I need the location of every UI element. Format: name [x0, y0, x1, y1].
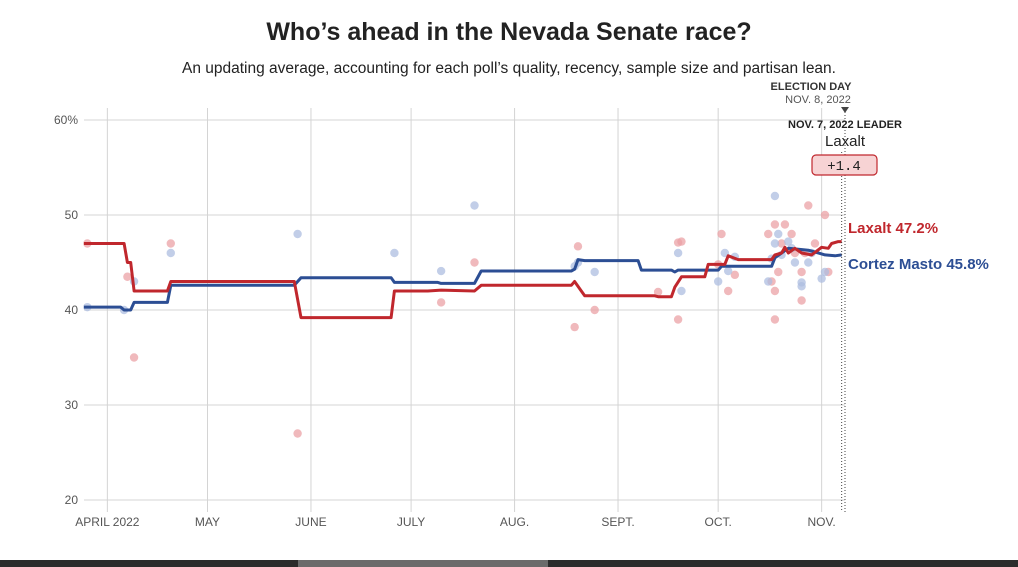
- poll-dot-republican: [804, 201, 813, 210]
- poll-dot-republican: [570, 322, 579, 332]
- poll-dot-democrat: [820, 267, 830, 277]
- poll-dot-republican: [797, 267, 806, 277]
- poll-dots: [83, 191, 833, 438]
- election-day-date: NOV. 8, 2022: [785, 94, 851, 106]
- poll-dot-democrat: [673, 248, 683, 258]
- poll-dot-democrat: [790, 258, 800, 267]
- annotation-layer: ELECTION DAY NOV. 8, 2022 NOV. 7, 2022 L…: [771, 81, 989, 273]
- bottom-scroll-thumb: [298, 560, 548, 567]
- poll-dot-republican: [293, 429, 302, 438]
- poll-dot-republican: [129, 353, 139, 362]
- trend-line-democrat: [84, 246, 842, 312]
- poll-dot-republican: [573, 242, 583, 251]
- poll-dot-republican: [723, 286, 733, 296]
- poll-dot-republican: [777, 239, 786, 248]
- poll-dot-democrat: [390, 248, 399, 258]
- poll-dot-democrat: [784, 237, 793, 246]
- poll-dot-republican: [590, 305, 599, 315]
- poll-dot-democrat: [677, 286, 686, 296]
- y-tick-label: 20: [65, 493, 79, 507]
- y-tick-label: 40: [65, 303, 79, 317]
- x-tick-label: NOV.: [808, 515, 836, 529]
- poll-dot-republican: [764, 229, 773, 239]
- poll-dot-democrat: [166, 248, 175, 258]
- trend-line-republican: [84, 240, 842, 320]
- leader-heading: NOV. 7, 2022 LEADER: [788, 119, 902, 131]
- election-day-label: ELECTION DAY: [771, 81, 853, 93]
- poll-dot-democrat: [713, 277, 723, 286]
- poll-dot-democrat: [723, 266, 733, 276]
- poll-dot-republican: [653, 287, 663, 297]
- y-tick-label: 50: [65, 208, 79, 222]
- poll-dot-republican: [717, 229, 726, 239]
- poll-dot-republican: [470, 258, 479, 267]
- poll-dot-republican: [677, 237, 686, 246]
- poll-dot-republican: [673, 315, 683, 324]
- y-tick-label: 60%: [54, 113, 78, 127]
- chart-subtitle: An updating average, accounting for each…: [182, 60, 836, 77]
- poll-dot-republican: [774, 267, 783, 277]
- poll-dot-republican: [770, 220, 780, 229]
- poll-dot-democrat: [770, 191, 780, 201]
- x-tick-label: MAY: [195, 515, 220, 529]
- grid-layer: [84, 108, 845, 512]
- poll-dot-republican: [770, 286, 780, 296]
- y-tick-label: 30: [65, 398, 79, 412]
- poll-dot-democrat: [764, 277, 773, 286]
- poll-dot-democrat: [770, 239, 780, 248]
- poll-dot-republican: [820, 210, 830, 220]
- poll-dot-democrat: [470, 201, 479, 210]
- poll-dot-republican: [797, 296, 806, 305]
- end-label-cortez-masto: Cortez Masto 45.8%: [848, 256, 989, 273]
- x-tick-label: OCT.: [704, 515, 731, 529]
- axis-layer: 20 30 40 50 60% APRIL 2022 MAY JUNE JULY AUG. SEPT…: [54, 113, 836, 529]
- chart-title: Who’s ahead in the Nevada Senate race?: [266, 18, 752, 46]
- poll-dot-republican: [810, 239, 820, 248]
- poll-dot-democrat: [436, 266, 446, 276]
- poll-dot-democrat: [804, 258, 813, 267]
- x-tick-label: JULY: [397, 515, 425, 529]
- end-label-laxalt: Laxalt 47.2%: [848, 220, 938, 237]
- poll-dot-democrat: [293, 229, 302, 239]
- election-day-arrow: [841, 107, 849, 113]
- poll-dot-democrat: [817, 274, 826, 283]
- x-tick-label: SEPT.: [601, 515, 634, 529]
- leader-name: Laxalt: [825, 133, 866, 150]
- poll-dot-democrat: [774, 229, 783, 239]
- trend-lines: [84, 107, 849, 512]
- leader-margin-badge: [811, 154, 878, 176]
- poll-dot-republican: [787, 229, 796, 239]
- poll-dot-republican: [123, 272, 132, 281]
- poll-dot-republican: [730, 270, 740, 280]
- x-tick-label: JUNE: [295, 515, 326, 529]
- poll-dot-republican: [770, 315, 780, 324]
- poll-dot-democrat: [590, 267, 599, 277]
- poll-dot-democrat: [797, 282, 806, 291]
- leader-margin: +1.4: [827, 159, 861, 175]
- poll-dot-republican: [436, 298, 446, 307]
- x-tick-label: APRIL 2022: [75, 515, 140, 529]
- poll-dot-republican: [166, 239, 175, 248]
- x-tick-label: AUG.: [500, 515, 529, 529]
- poll-dot-republican: [780, 220, 790, 229]
